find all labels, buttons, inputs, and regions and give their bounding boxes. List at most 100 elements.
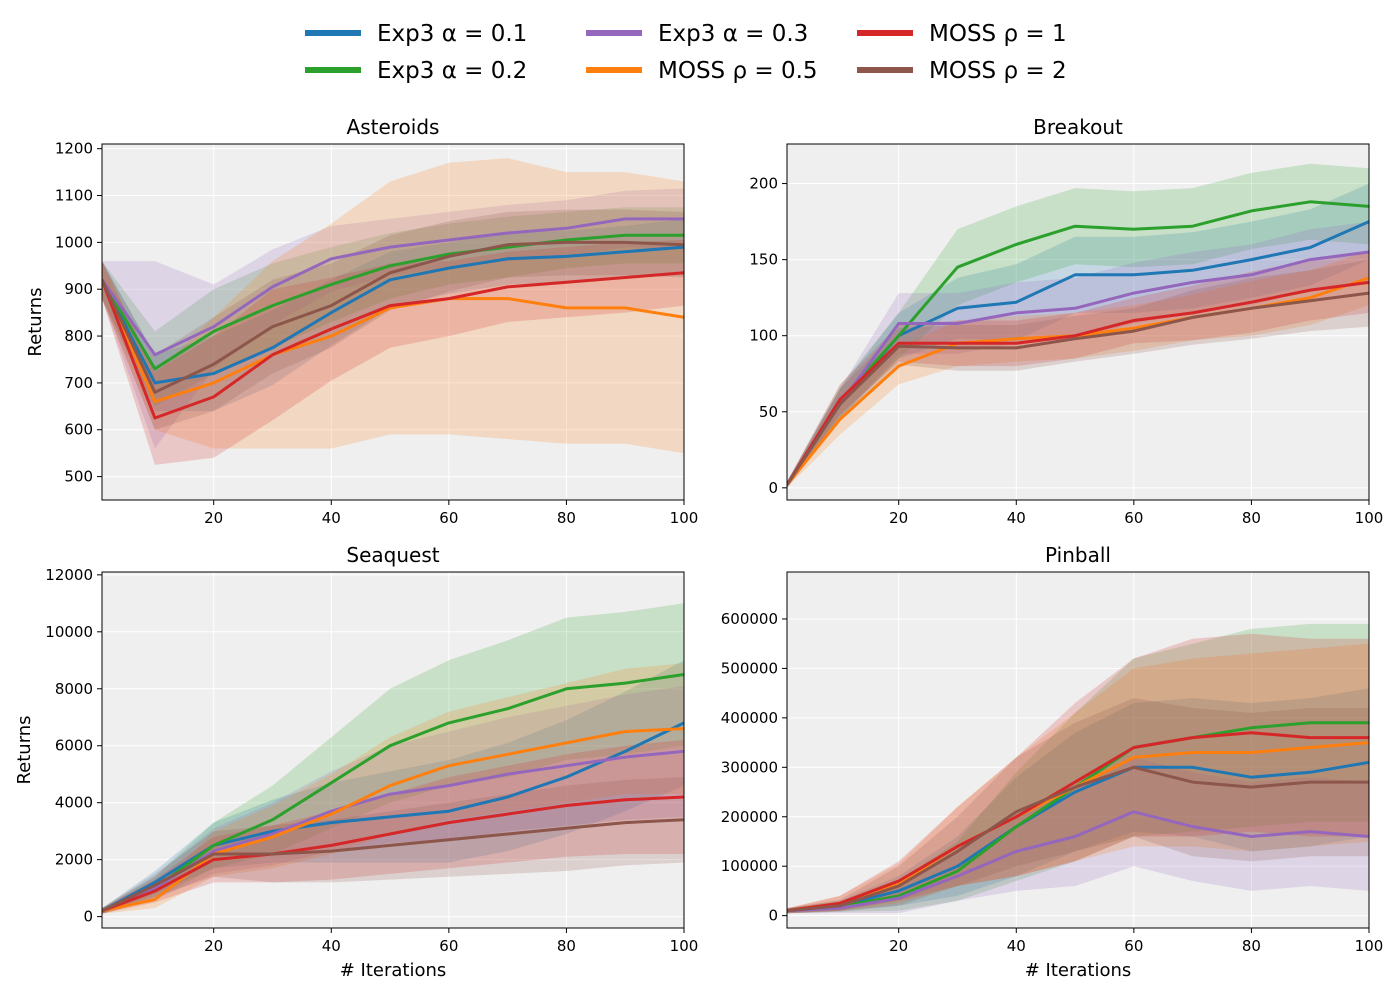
series-band xyxy=(102,663,684,914)
legend-label: Exp3 α = 0.2 xyxy=(377,58,527,84)
y-tick-label: 2000 xyxy=(55,851,93,869)
series-line xyxy=(102,240,684,394)
y-tick-label: 600000 xyxy=(721,610,778,628)
panel-seaquest: 20 40 60 80 100 0 2000 4000 6000 8000 10000 12000 Se… xyxy=(14,543,698,981)
series-band xyxy=(787,623,1369,914)
series-line xyxy=(102,279,684,404)
series-band xyxy=(787,259,1369,488)
legend-label: MOSS ρ = 0.5 xyxy=(658,58,818,84)
y-tick-label: 300000 xyxy=(721,758,778,776)
series-group xyxy=(787,163,1369,488)
x-tick-label: 100 xyxy=(1355,509,1384,527)
y-tick-label: 200 xyxy=(749,175,778,193)
y-axis-label: Returns xyxy=(14,715,35,784)
series-band xyxy=(787,633,1369,914)
series-band xyxy=(787,250,1369,488)
x-tick-label: 40 xyxy=(1007,509,1026,527)
series-band xyxy=(787,221,1369,488)
legend-item: Exp3 α = 0.3 xyxy=(586,21,808,47)
y-tick-label: 400000 xyxy=(721,709,778,727)
series-group xyxy=(102,603,684,914)
legend-label: MOSS ρ = 2 xyxy=(929,58,1067,84)
plot-area xyxy=(102,144,684,500)
x-tick-label: 60 xyxy=(439,509,458,527)
axes-frame xyxy=(101,143,685,501)
series-band xyxy=(102,240,684,465)
y-tick-label: 1200 xyxy=(55,140,93,158)
x-tick-label: 100 xyxy=(1355,937,1384,955)
series-band xyxy=(102,218,684,411)
series-line xyxy=(787,760,1369,913)
legend-label: MOSS ρ = 1 xyxy=(929,21,1067,47)
y-tick-label: 12000 xyxy=(45,566,93,584)
series-band xyxy=(102,188,684,449)
x-tick-label: 40 xyxy=(322,509,341,527)
legend-item: MOSS ρ = 1 xyxy=(857,21,1067,47)
series-line xyxy=(787,200,1369,486)
series-band xyxy=(787,688,1369,914)
axes-frame xyxy=(786,571,1370,929)
y-tick-label: 700 xyxy=(64,374,93,392)
series-group xyxy=(102,158,684,465)
x-tick-label: 20 xyxy=(889,937,908,955)
series-line xyxy=(787,765,1369,913)
y-tick-label: 0 xyxy=(768,907,778,925)
legend-item: MOSS ρ = 0.5 xyxy=(586,58,818,84)
legend: Exp3 α = 0.1 Exp3 α = 0.2 Exp3 α = 0.3 MOSS… xyxy=(305,21,1067,84)
series-band xyxy=(787,643,1369,914)
x-tick-label: 60 xyxy=(439,937,458,955)
y-tick-label: 4000 xyxy=(55,794,93,812)
x-tick-label: 60 xyxy=(1124,937,1143,955)
y-tick-label: 0 xyxy=(768,479,778,497)
chart-title: Breakout xyxy=(1033,115,1123,139)
series-line xyxy=(102,673,684,913)
y-tick-label: 600 xyxy=(64,421,93,439)
y-tick-label: 150 xyxy=(749,251,778,269)
y-tick-label: 500000 xyxy=(721,659,778,677)
y-tick-label: 1000 xyxy=(55,233,93,251)
chart-title: Seaquest xyxy=(346,543,439,567)
series-band xyxy=(787,163,1369,488)
x-axis-label: # Iterations xyxy=(340,960,447,981)
legend-item: Exp3 α = 0.1 xyxy=(305,21,527,47)
series-band xyxy=(102,740,684,914)
chart-title: Asteroids xyxy=(347,115,440,139)
series-line xyxy=(102,217,684,357)
plot-area xyxy=(787,144,1369,500)
y-tick-label: 0 xyxy=(83,908,93,926)
x-tick-label: 20 xyxy=(889,509,908,527)
legend-label: Exp3 α = 0.3 xyxy=(658,21,808,47)
axes-frame xyxy=(101,571,685,929)
y-tick-label: 1100 xyxy=(55,187,93,205)
x-tick-label: 80 xyxy=(557,509,576,527)
series-line xyxy=(787,291,1369,486)
series-line xyxy=(102,818,684,913)
y-tick-label: 8000 xyxy=(55,680,93,698)
x-tick-label: 100 xyxy=(670,937,699,955)
series-line xyxy=(102,271,684,420)
y-tick-label: 100000 xyxy=(721,857,778,875)
x-tick-label: 80 xyxy=(1242,509,1261,527)
legend-item: MOSS ρ = 2 xyxy=(857,58,1067,84)
y-axis-label: Returns xyxy=(25,287,46,356)
y-tick-label: 50 xyxy=(759,403,778,421)
y-tick-label: 900 xyxy=(64,280,93,298)
y-tick-label: 6000 xyxy=(55,737,93,755)
series-line xyxy=(787,810,1369,913)
y-tick-label: 200000 xyxy=(721,808,778,826)
series-band xyxy=(787,252,1369,488)
legend-label: Exp3 α = 0.1 xyxy=(377,21,527,47)
x-tick-label: 100 xyxy=(670,509,699,527)
series-line xyxy=(102,795,684,913)
x-tick-label: 80 xyxy=(1242,937,1261,955)
series-line xyxy=(787,731,1369,913)
x-tick-label: 60 xyxy=(1124,509,1143,527)
y-tick-label: 100 xyxy=(749,327,778,345)
y-tick-label: 800 xyxy=(64,327,93,345)
x-tick-label: 80 xyxy=(557,937,576,955)
series-band xyxy=(102,660,684,914)
series-line xyxy=(787,280,1369,486)
x-axis-label: # Iterations xyxy=(1025,960,1132,981)
series-band xyxy=(787,183,1369,488)
